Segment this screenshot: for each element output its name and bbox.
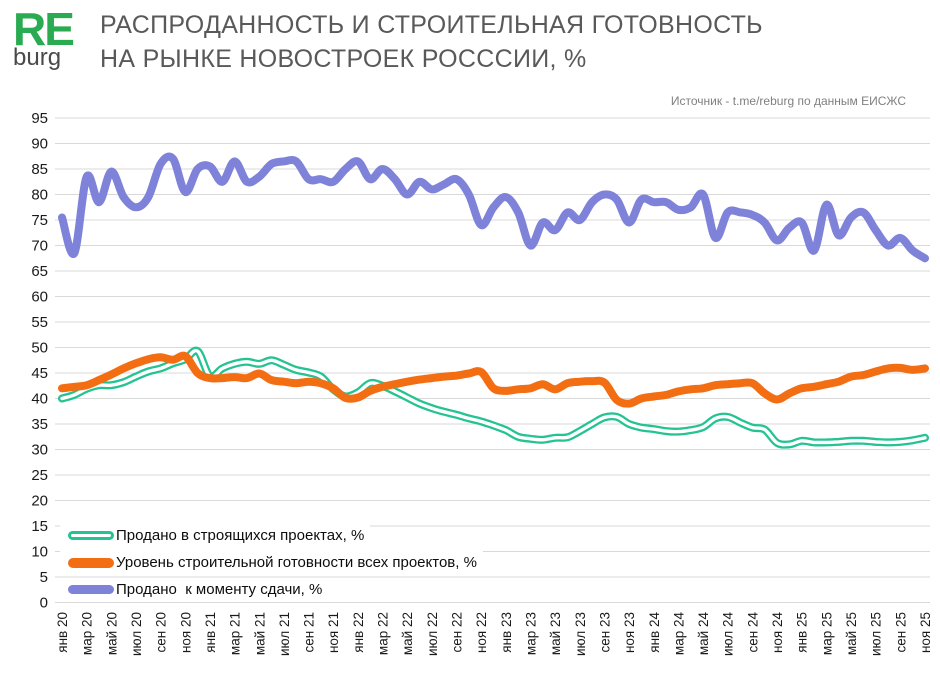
page-title: РАСПРОДАННОСТЬ И СТРОИТЕЛЬНАЯ ГОТОВНОСТЬ… [100,8,763,76]
x-axis-label: мар 22 [376,612,391,655]
series-line-construction-readiness [58,351,929,408]
y-axis-label: 60 [31,289,48,306]
x-axis-label: сен 20 [154,612,169,652]
page-title-line2: НА РЫНКЕ НОВОСТРОЕК РОСССИИ, % [100,45,587,73]
x-axis-label: май 23 [548,612,563,655]
x-axis-label: май 22 [400,612,415,655]
page-title-line1: РАСПРОДАННОСТЬ И СТРОИТЕЛЬНАЯ ГОТОВНОСТЬ [100,11,763,39]
x-axis-label: май 21 [252,612,267,655]
x-axis-label: ноя 21 [326,612,341,653]
x-axis-label: ноя 22 [474,612,489,653]
x-axis-label: май 20 [104,612,119,655]
legend-swatch-orange-line [68,557,114,568]
x-axis-label: янв 23 [499,612,514,653]
y-axis-label: 80 [31,187,48,204]
y-axis-label: 10 [31,544,48,561]
x-axis-label: сен 25 [893,612,908,652]
y-axis-label: 15 [31,518,48,535]
y-axis-label: 0 [40,595,48,612]
reburg-logo: RE burg [13,6,93,70]
x-axis-label: июл 23 [573,612,588,656]
legend-item-sold-at-completion: Продано к моменту сдачи, % [60,578,329,601]
logo-re-text: RE [13,3,75,55]
x-axis-label: сен 22 [450,612,465,652]
x-axis-label: июл 25 [869,612,884,656]
y-axis-label: 75 [31,212,48,229]
x-axis-label: янв 21 [203,612,218,653]
y-axis-label: 40 [31,391,48,408]
x-axis-label: ноя 23 [622,612,637,653]
legend-label: Уровень строительной готовности всех про… [116,554,477,571]
y-axis-label: 90 [31,136,48,153]
series-line-sold-at-completion [58,152,929,263]
y-axis-label: 55 [31,314,48,331]
legend-label: Продано в строящихся проектах, % [116,527,365,544]
logo-burg-text: burg [13,44,62,71]
x-axis-label: янв 25 [795,612,810,653]
x-axis-label: сен 23 [598,612,613,652]
x-axis-label: ноя 20 [178,612,193,653]
y-axis-label: 85 [31,161,48,178]
x-axis-label: июл 21 [277,612,292,656]
x-axis-label: июл 22 [425,612,440,656]
x-axis-label: мар 23 [524,612,539,655]
source-note: Источник - t.me/reburg по данным ЕИСЖС [670,94,906,108]
x-axis-label: мар 25 [819,612,834,655]
x-axis-label: мар 20 [80,612,95,655]
legend-item-sold-under-construction: Продано в строящихся проектах, % [60,524,371,547]
x-axis-label: янв 20 [55,612,70,653]
y-axis-label: 35 [31,416,48,433]
y-axis-label: 65 [31,263,48,280]
y-axis-label: 25 [31,467,48,484]
chart-legend: Продано в строящихся проектах, % Уровень… [60,524,483,605]
x-axis-label: ноя 24 [770,612,785,654]
y-axis-label: 45 [31,365,48,382]
x-axis-label: сен 24 [745,612,760,653]
y-axis-label: 30 [31,442,48,459]
x-axis-label: июл 24 [721,612,736,657]
y-axis-label: 95 [31,110,48,127]
x-axis-label: мар 21 [228,612,243,655]
x-axis-label: май 24 [696,612,711,656]
y-axis-label: 20 [31,493,48,510]
y-axis-label: 50 [31,340,48,357]
x-axis-label: июл 20 [129,612,144,656]
y-axis-label: 70 [31,238,48,255]
x-axis-label: янв 24 [647,612,662,653]
legend-swatch-purple-line [68,585,114,594]
legend-label: Продано к моменту сдачи, % [116,581,323,598]
x-axis-label: сен 21 [302,612,317,652]
y-axis-label: 5 [40,569,48,586]
x-axis-label: янв 22 [351,612,366,653]
x-axis-label: май 25 [844,612,859,655]
legend-item-construction-readiness: Уровень строительной готовности всех про… [60,551,483,574]
legend-swatch-teal-line [68,531,114,540]
series-line-sold-under-construction-core [60,348,927,447]
x-axis-label: мар 24 [671,612,686,656]
x-axis-label: ноя 25 [918,612,933,653]
